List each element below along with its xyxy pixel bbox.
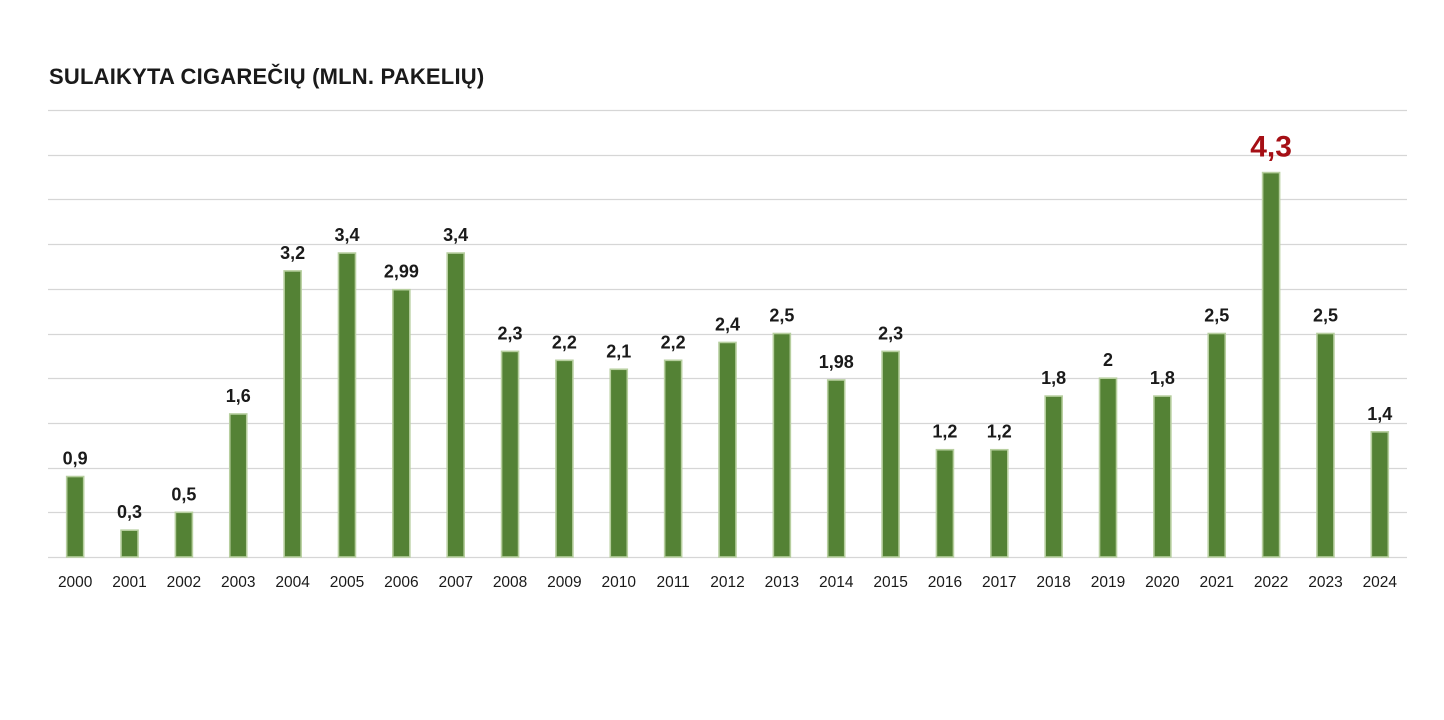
bar-2005 [337, 252, 357, 558]
data-label-2023: 2,5 [1313, 306, 1338, 326]
data-label-2010: 2,1 [606, 341, 631, 361]
data-label-2024: 1,4 [1367, 404, 1392, 424]
x-tick-2006: 2006 [384, 574, 418, 591]
x-tick-2000: 2000 [58, 574, 93, 591]
bar-2020 [1153, 395, 1172, 558]
x-axis-ticks: 2000 2001 2002 2003 2004 2005 2006 2007 2008 2009… [58, 574, 1398, 591]
data-label-2001: 0,3 [117, 502, 142, 522]
data-label-2022: 4,3 [1250, 131, 1292, 164]
data-label-2019: 2 [1103, 350, 1113, 370]
bar-2007 [446, 252, 466, 558]
bar-2021 [1207, 332, 1227, 558]
x-tick-2010: 2010 [602, 574, 637, 591]
data-label-2000: 0,9 [63, 449, 88, 469]
bar-2000 [65, 475, 85, 558]
data-label-2005: 3,4 [334, 225, 359, 245]
x-tick-2019: 2019 [1091, 574, 1125, 591]
x-tick-2007: 2007 [438, 574, 472, 591]
data-label-2020: 1,8 [1150, 368, 1175, 388]
x-tick-2008: 2008 [493, 574, 527, 591]
data-label-2002: 0,5 [171, 484, 196, 504]
x-tick-2024: 2024 [1363, 574, 1398, 591]
x-tick-2022: 2022 [1254, 574, 1288, 591]
x-tick-2021: 2021 [1199, 574, 1233, 591]
bar-2016 [935, 448, 955, 558]
x-tick-2004: 2004 [275, 574, 310, 591]
bar-2001 [120, 529, 139, 558]
data-label-2012: 2,4 [715, 314, 740, 334]
bar-2006 [392, 288, 411, 558]
x-tick-2017: 2017 [982, 574, 1016, 591]
bar-2015 [881, 350, 900, 558]
data-label-2015: 2,3 [878, 323, 903, 343]
x-tick-2013: 2013 [765, 574, 799, 591]
data-label-2007: 3,4 [443, 225, 468, 245]
bar-2023 [1316, 332, 1335, 558]
x-tick-2015: 2015 [873, 574, 907, 591]
bar-2014 [826, 379, 846, 558]
x-tick-2009: 2009 [547, 574, 581, 591]
bar-2013 [772, 332, 792, 558]
data-label-2009: 2,2 [552, 332, 577, 352]
bar-2009 [555, 359, 574, 558]
x-tick-2014: 2014 [819, 574, 854, 591]
data-label-2018: 1,8 [1041, 368, 1066, 388]
x-tick-2011: 2011 [656, 574, 689, 591]
bar-2017 [989, 448, 1009, 558]
data-label-2011: 2,2 [661, 332, 686, 352]
x-tick-2018: 2018 [1036, 574, 1070, 591]
data-label-2008: 2,3 [498, 323, 523, 343]
x-tick-2001: 2001 [112, 574, 146, 591]
bar-2010 [609, 368, 629, 558]
data-label-2006: 2,99 [384, 262, 419, 282]
data-label-2004: 3,2 [280, 243, 305, 263]
data-label-2003: 1,6 [226, 386, 251, 406]
bar-2002 [174, 511, 194, 558]
bar-2008 [500, 350, 520, 558]
bar-2011 [663, 359, 683, 558]
data-label-2021: 2,5 [1204, 306, 1229, 326]
data-label-2013: 2,5 [769, 306, 794, 326]
chart-title: SULAIKYTA CIGAREČIŲ (MLN. PAKELIŲ) [49, 64, 485, 89]
x-tick-2012: 2012 [710, 574, 744, 591]
value-labels: 0,9 0,3 0,5 1,6 3,2 3,4 2,99 3,4 2,3 2,2 2,1 2,2 2,4… [63, 131, 1393, 523]
bar-2022 [1261, 171, 1281, 558]
data-label-2017: 1,2 [987, 422, 1012, 442]
data-label-2016: 1,2 [932, 422, 957, 442]
data-label-2014: 1,98 [819, 352, 854, 372]
x-tick-2002: 2002 [167, 574, 201, 591]
x-tick-2023: 2023 [1308, 574, 1342, 591]
x-tick-2005: 2005 [330, 574, 364, 591]
bar-2019 [1098, 377, 1118, 558]
bars [65, 171, 1390, 558]
x-tick-2016: 2016 [928, 574, 962, 591]
x-tick-2003: 2003 [221, 574, 255, 591]
x-tick-2020: 2020 [1145, 574, 1180, 591]
bar-2003 [228, 413, 248, 558]
bar-2024 [1370, 431, 1390, 558]
bar-2018 [1044, 395, 1063, 558]
bar-2004 [283, 270, 302, 558]
bar-2012 [718, 341, 737, 558]
